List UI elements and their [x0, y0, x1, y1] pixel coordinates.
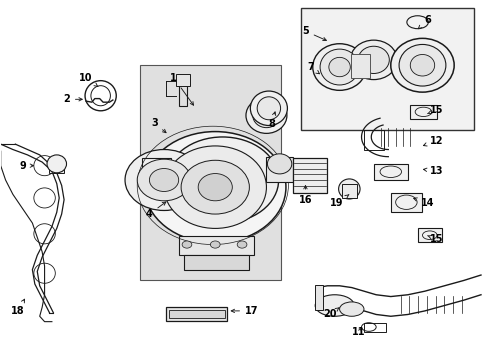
Ellipse shape — [166, 137, 278, 223]
Ellipse shape — [245, 98, 286, 134]
Bar — [183, 255, 249, 270]
Bar — [266, 157, 293, 182]
Text: 13: 13 — [423, 166, 443, 176]
Text: 17: 17 — [231, 306, 258, 316]
Ellipse shape — [125, 149, 203, 211]
Bar — [363, 323, 385, 332]
Bar — [409, 105, 436, 119]
Text: 9: 9 — [19, 161, 33, 171]
Ellipse shape — [47, 155, 66, 173]
Ellipse shape — [390, 39, 453, 92]
Text: 11: 11 — [352, 327, 365, 337]
Ellipse shape — [250, 91, 287, 126]
Ellipse shape — [315, 295, 353, 316]
Ellipse shape — [267, 154, 291, 174]
Ellipse shape — [144, 132, 285, 243]
Ellipse shape — [198, 174, 232, 201]
Ellipse shape — [357, 46, 388, 73]
Bar — [178, 85, 187, 107]
Text: 6: 6 — [418, 15, 430, 29]
Text: 14: 14 — [413, 198, 433, 208]
Text: 5: 5 — [302, 26, 325, 41]
Ellipse shape — [312, 44, 366, 90]
Ellipse shape — [163, 146, 266, 228]
Text: 10: 10 — [79, 73, 98, 86]
Ellipse shape — [349, 40, 396, 80]
Ellipse shape — [338, 179, 359, 199]
Bar — [350, 54, 369, 78]
Bar — [293, 158, 327, 193]
Text: 18: 18 — [11, 299, 24, 316]
Ellipse shape — [257, 97, 280, 120]
Ellipse shape — [252, 103, 280, 128]
Bar — [363, 130, 384, 149]
Bar — [390, 193, 422, 212]
Text: 15: 15 — [427, 105, 443, 115]
Bar — [417, 228, 441, 242]
Bar — [178, 235, 254, 255]
Bar — [300, 8, 473, 130]
Text: 15: 15 — [427, 234, 443, 244]
Bar — [49, 158, 64, 173]
Bar — [166, 307, 227, 321]
Text: 8: 8 — [267, 112, 275, 129]
Bar — [373, 164, 407, 180]
Ellipse shape — [320, 49, 358, 85]
Text: 4: 4 — [146, 202, 165, 219]
Text: 19: 19 — [330, 195, 348, 208]
Text: 3: 3 — [151, 118, 166, 133]
Ellipse shape — [237, 241, 246, 248]
Text: 2: 2 — [63, 94, 82, 104]
Ellipse shape — [409, 54, 434, 76]
Bar — [315, 285, 322, 310]
Bar — [176, 74, 189, 86]
Ellipse shape — [149, 168, 178, 192]
Ellipse shape — [181, 160, 249, 214]
Ellipse shape — [328, 57, 349, 77]
Ellipse shape — [210, 241, 220, 248]
Bar — [168, 310, 224, 318]
Bar — [140, 65, 281, 280]
Text: 12: 12 — [423, 136, 443, 146]
Text: 1: 1 — [170, 73, 193, 105]
Text: 20: 20 — [323, 307, 339, 319]
Bar — [142, 158, 171, 187]
Text: 7: 7 — [306, 62, 319, 74]
Ellipse shape — [339, 302, 363, 316]
Ellipse shape — [137, 159, 190, 201]
Ellipse shape — [182, 241, 191, 248]
Bar — [341, 184, 356, 198]
Ellipse shape — [398, 44, 445, 86]
Text: 16: 16 — [298, 185, 311, 205]
